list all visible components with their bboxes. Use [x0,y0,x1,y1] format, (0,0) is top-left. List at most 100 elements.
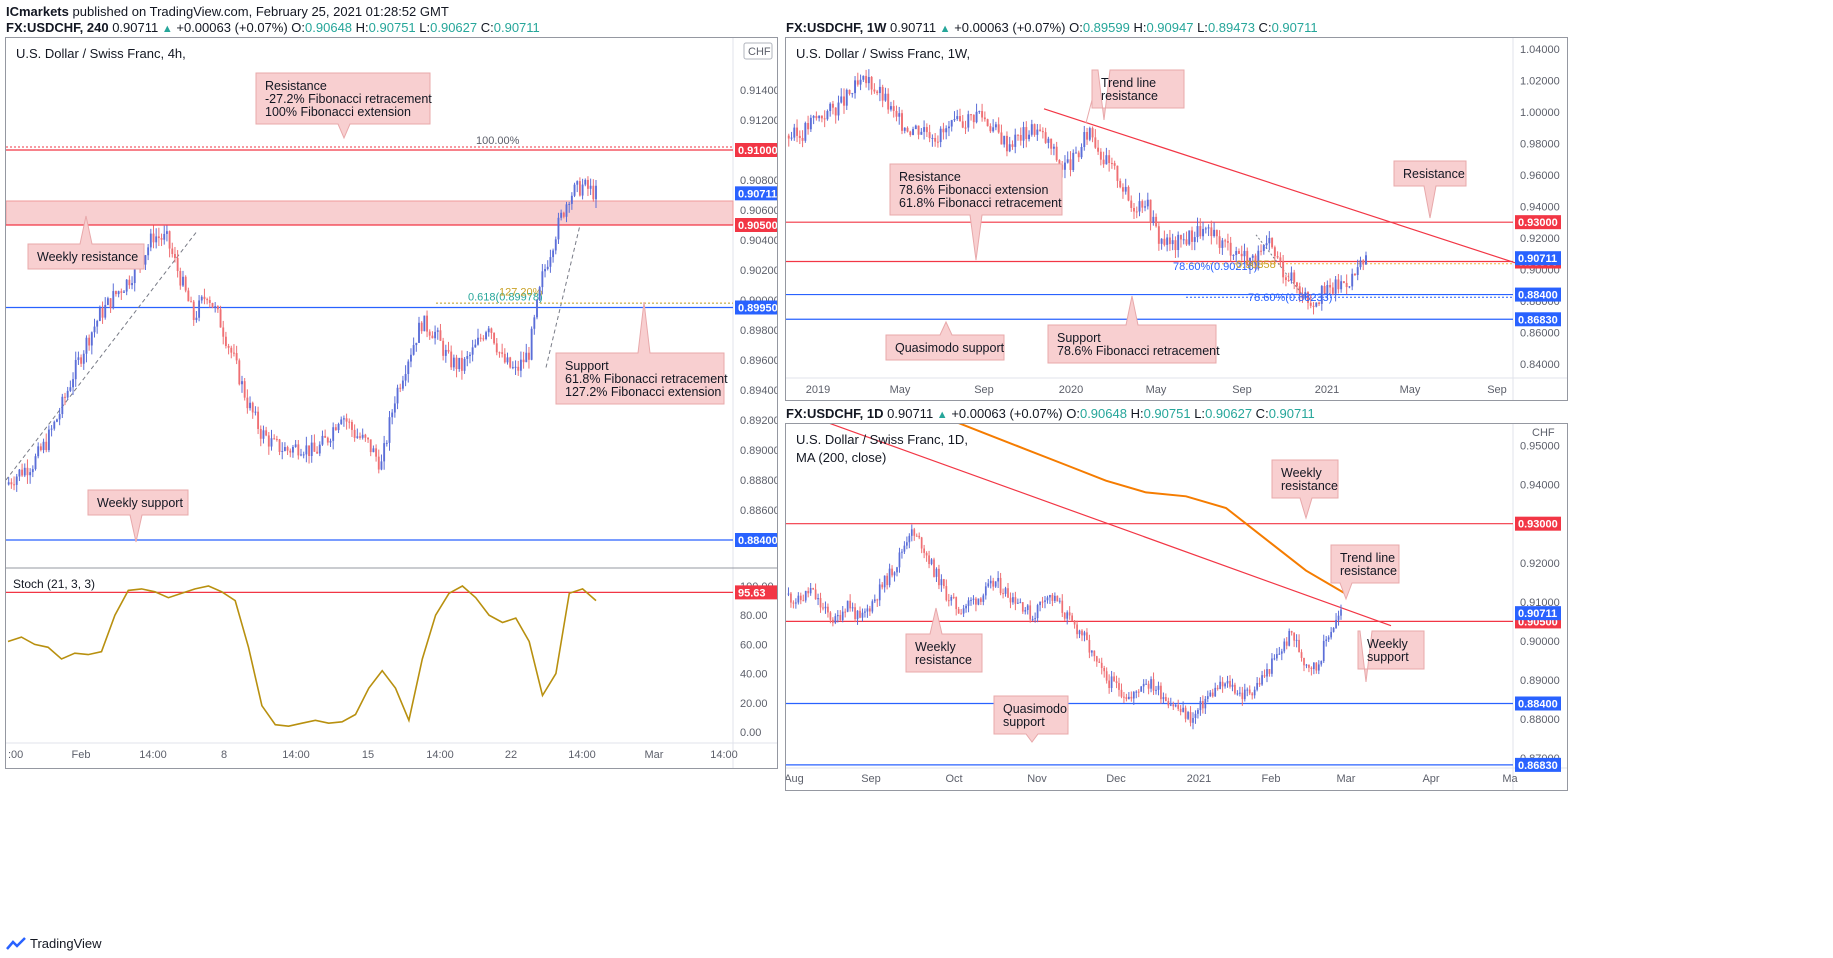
candle-body [90,332,93,346]
candle-body [273,438,276,440]
candle-body [219,309,222,328]
candle-body [1253,689,1256,696]
candle-body [361,434,364,438]
candle-body [469,354,471,357]
candle-body [1017,602,1019,604]
x-tick-label: Nov [1027,773,1047,785]
tradingview-brand[interactable]: TradingView [6,936,102,951]
chart-panel-1d[interactable]: CHF0.950000.940000.930000.920000.910000.… [785,423,1568,791]
publish-info: published on TradingView.com, February 2… [72,4,449,19]
chart-panel-1w[interactable]: 1.04000 1.02000 1.00000 0.98000 0.96000 0.940… [785,37,1568,401]
candle-body [1285,641,1288,646]
candle-body [182,276,184,286]
candle-body [1055,146,1058,161]
tradingview-logo-icon [6,936,26,950]
open-value: 0.90648 [305,20,353,35]
candle-body [1303,657,1305,666]
chart-1w-canvas[interactable]: 1.04000 1.02000 1.00000 0.98000 0.96000 0.940… [786,38,1567,400]
candle-body [133,266,136,284]
chart-1d-canvas[interactable]: CHF0.950000.940000.930000.920000.910000.… [786,424,1567,790]
candle-body [1337,279,1340,290]
y-tick-label: 1.04000 [1520,44,1560,56]
candle-body [947,600,950,602]
candle-body [128,279,131,286]
chart-panel-4h[interactable]: 0.91400 0.91200 0.91000 0.90800 0.90600 0.904… [5,37,778,769]
candle-body [1184,707,1187,719]
candle-body [348,421,351,423]
candle-body [1017,134,1019,136]
candle-body [964,127,967,129]
price-tag-bg [1515,757,1561,772]
x-tick-label: 14:00 [282,749,310,761]
price-tag: 0.90500 [738,220,777,232]
candle-body [981,111,984,118]
candle-body [552,250,555,258]
candle-body [846,600,849,612]
price-tag: 0.88400 [1518,290,1558,302]
candle-body [939,128,942,143]
y-tick-label: 0.95000 [1520,441,1560,453]
callout-text: Support [1057,331,1101,345]
candle-body [792,602,795,604]
callout-text: 61.8% Fibonacci retracement [565,372,728,386]
y-tick-label: 0.91400 [740,85,777,97]
candle-body [1177,705,1180,709]
candle-body [923,548,925,553]
candle-body [839,615,842,620]
candle-body [809,588,812,594]
candle-body [1310,667,1313,670]
candle-body [1248,689,1251,694]
candle-body [538,287,541,300]
candle-body [1068,612,1071,616]
candle-body [787,593,790,595]
candle-body [961,121,964,128]
candle-body [799,595,802,601]
candle-body [959,116,961,122]
candle-body [560,212,563,218]
candle-body [1100,662,1103,668]
candle-body [1167,701,1170,706]
candle-body [1110,163,1113,165]
candle-body [1196,226,1199,238]
candle-body [1142,683,1145,687]
last-price-tag: 0.90711 [1518,253,1557,265]
y-tick-label: 0.89800 [740,325,777,337]
candle-body [1229,242,1232,256]
callout-box [1271,459,1339,520]
candle-body [1140,686,1143,692]
candle-body [965,605,967,609]
candle-body [935,568,938,577]
symbol-name: FX:USDCHF, 1D [786,406,884,421]
candle-body [854,80,857,94]
candle-body [856,80,859,85]
candle-body [999,577,1002,594]
candle-body [391,412,394,418]
candle-body [1353,273,1356,276]
chart-4h-canvas[interactable]: 0.91400 0.91200 0.91000 0.90800 0.90600 0.904… [6,38,777,768]
candle-body [945,128,948,133]
callout-text: Weekly [1367,637,1409,651]
candle-body [1359,260,1362,268]
candle-body [187,290,190,302]
candle-body [952,596,955,598]
candle-body [1271,237,1274,248]
stoch-line [7,585,597,728]
candle-body [1163,238,1166,245]
candle-body [1138,201,1141,212]
candle-body [1239,692,1241,694]
candle-body [962,608,965,614]
candle-body [184,276,187,291]
candle-body [793,127,796,138]
candle-body [1334,279,1337,294]
y-tick-label: 0.89600 [740,355,777,367]
callout-text: Resistance [1403,167,1465,181]
callout-text: Weekly resistance [37,250,138,264]
candle-body [1083,132,1086,147]
candle-body [1278,653,1281,655]
high-value: 0.90751 [368,20,416,35]
candle-body [160,238,163,240]
candle-body [898,113,901,117]
candle-body [1130,696,1133,699]
callout-text: Weekly support [97,496,183,510]
candle-body [1323,286,1326,294]
